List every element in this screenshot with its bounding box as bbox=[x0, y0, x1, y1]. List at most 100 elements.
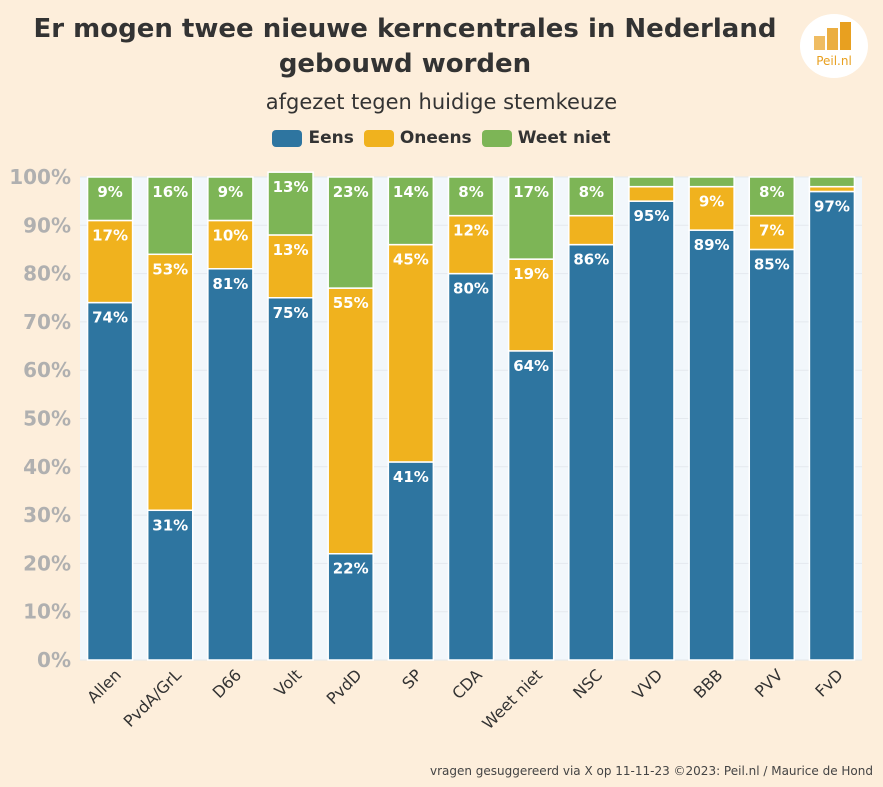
data-label: 7% bbox=[759, 222, 784, 240]
peil-logo: Peil.nl bbox=[800, 14, 868, 78]
bar-segment bbox=[568, 243, 615, 661]
x-tick-label: SP bbox=[398, 665, 426, 693]
y-tick-label: 0% bbox=[37, 648, 71, 672]
bar-segment bbox=[748, 176, 796, 217]
data-label: 89% bbox=[694, 236, 730, 254]
data-label: 95% bbox=[634, 207, 670, 225]
legend-swatch-eens bbox=[272, 129, 303, 147]
data-label: 97% bbox=[814, 197, 850, 215]
y-tick-label: 20% bbox=[23, 551, 71, 575]
bar-segment bbox=[447, 176, 495, 217]
data-label: 64% bbox=[513, 357, 549, 375]
logo-bar-icon bbox=[814, 36, 825, 50]
x-tick-label: PvdA/GrL bbox=[120, 665, 185, 730]
bar-segment bbox=[568, 214, 615, 246]
bar-segment bbox=[628, 176, 675, 188]
chart-legend: Eens Oneens Weet niet bbox=[0, 128, 883, 148]
data-label: 16% bbox=[152, 183, 188, 201]
bar-segment bbox=[507, 258, 555, 352]
y-tick-label: 50% bbox=[23, 407, 71, 431]
bar-segment bbox=[387, 461, 435, 661]
y-tick-label: 80% bbox=[23, 262, 71, 286]
bar-segment bbox=[327, 287, 374, 555]
logo-bar-icon bbox=[840, 22, 851, 50]
data-label: 8% bbox=[579, 183, 604, 201]
legend-swatch-weet-niet bbox=[481, 129, 512, 147]
y-tick-label: 100% bbox=[9, 165, 71, 189]
data-label: 41% bbox=[393, 468, 429, 486]
x-tick-label: Allen bbox=[83, 665, 125, 707]
logo-text: Peil.nl bbox=[816, 54, 852, 68]
bar-segment bbox=[327, 552, 374, 661]
data-label: 31% bbox=[152, 516, 188, 534]
data-label: 8% bbox=[458, 183, 483, 201]
bar-segment bbox=[628, 200, 675, 661]
legend-swatch-oneens bbox=[363, 129, 394, 147]
bar-segment bbox=[86, 301, 134, 661]
bar-segment bbox=[447, 272, 495, 661]
y-tick-label: 30% bbox=[23, 503, 71, 527]
logo-bar-icon bbox=[827, 28, 838, 50]
bar-segment bbox=[146, 253, 194, 512]
chart-title: Er mogen twee nieuwe kerncentrales in Ne… bbox=[0, 12, 810, 82]
bar-segment bbox=[267, 234, 314, 299]
x-tick-label: PvdD bbox=[323, 665, 366, 708]
data-label: 45% bbox=[393, 251, 429, 269]
bar-segment bbox=[808, 176, 856, 188]
bar-segment bbox=[688, 229, 735, 661]
bar-segment bbox=[628, 185, 675, 202]
bar-segment bbox=[387, 243, 435, 463]
bar-segment bbox=[267, 297, 314, 661]
x-tick-label: CDA bbox=[448, 665, 486, 703]
data-label: 12% bbox=[453, 222, 489, 240]
x-tick-label: BBB bbox=[690, 665, 727, 702]
y-tick-label: 40% bbox=[23, 455, 71, 479]
x-tick-label: VVD bbox=[629, 665, 667, 703]
bar-segment bbox=[207, 268, 254, 661]
data-label: 19% bbox=[513, 265, 549, 283]
x-tick-label: D66 bbox=[209, 665, 246, 702]
chart-title-line-2: gebouwd worden bbox=[278, 49, 532, 79]
data-label: 86% bbox=[573, 251, 609, 269]
bar-segment bbox=[207, 219, 254, 270]
chart-subtitle: afgezet tegen huidige stemkeuze bbox=[265, 90, 618, 114]
bar-segment bbox=[327, 176, 374, 289]
data-label: 23% bbox=[333, 183, 369, 201]
bar-segment bbox=[267, 171, 314, 236]
bar-segment bbox=[387, 176, 435, 246]
bar-segment bbox=[447, 214, 495, 275]
bar-segment bbox=[808, 190, 856, 661]
x-tick-label: PVV bbox=[751, 665, 787, 701]
bar-segment bbox=[507, 350, 555, 661]
y-tick-label: 10% bbox=[23, 600, 71, 624]
data-label: 9% bbox=[97, 183, 122, 201]
data-label: 53% bbox=[152, 260, 188, 278]
data-label: 10% bbox=[212, 226, 248, 244]
data-label: 8% bbox=[759, 183, 784, 201]
bar-segment bbox=[146, 509, 194, 661]
bar-segment bbox=[748, 248, 796, 661]
data-label: 17% bbox=[513, 183, 549, 201]
legend-item-weet-niet: Weet niet bbox=[481, 128, 611, 148]
bar-segment bbox=[688, 176, 735, 188]
bar-segment bbox=[507, 176, 555, 260]
bar-segment bbox=[207, 176, 254, 222]
legend-label-oneens: Oneens bbox=[399, 128, 472, 148]
chart-title-line-1: Er mogen twee nieuwe kerncentrales in Ne… bbox=[33, 14, 777, 44]
data-label: 13% bbox=[273, 241, 309, 259]
x-tick-label: Weet niet bbox=[478, 665, 546, 733]
y-tick-label: 90% bbox=[23, 213, 71, 237]
data-label: 74% bbox=[92, 309, 128, 327]
y-tick-label: 70% bbox=[23, 310, 71, 334]
x-tick-label: FvD bbox=[811, 665, 846, 700]
bar-segment bbox=[86, 219, 134, 304]
data-label: 13% bbox=[273, 178, 309, 196]
data-label: 81% bbox=[212, 275, 248, 293]
bar-segment bbox=[86, 176, 134, 222]
y-tick-label: 60% bbox=[23, 358, 71, 382]
legend-item-oneens: Oneens bbox=[363, 128, 472, 148]
x-tick-label: Volt bbox=[271, 665, 306, 700]
data-label: 80% bbox=[453, 280, 489, 298]
footer-credit: vragen gesuggereerd via X op 11-11-23 ©2… bbox=[429, 764, 873, 778]
